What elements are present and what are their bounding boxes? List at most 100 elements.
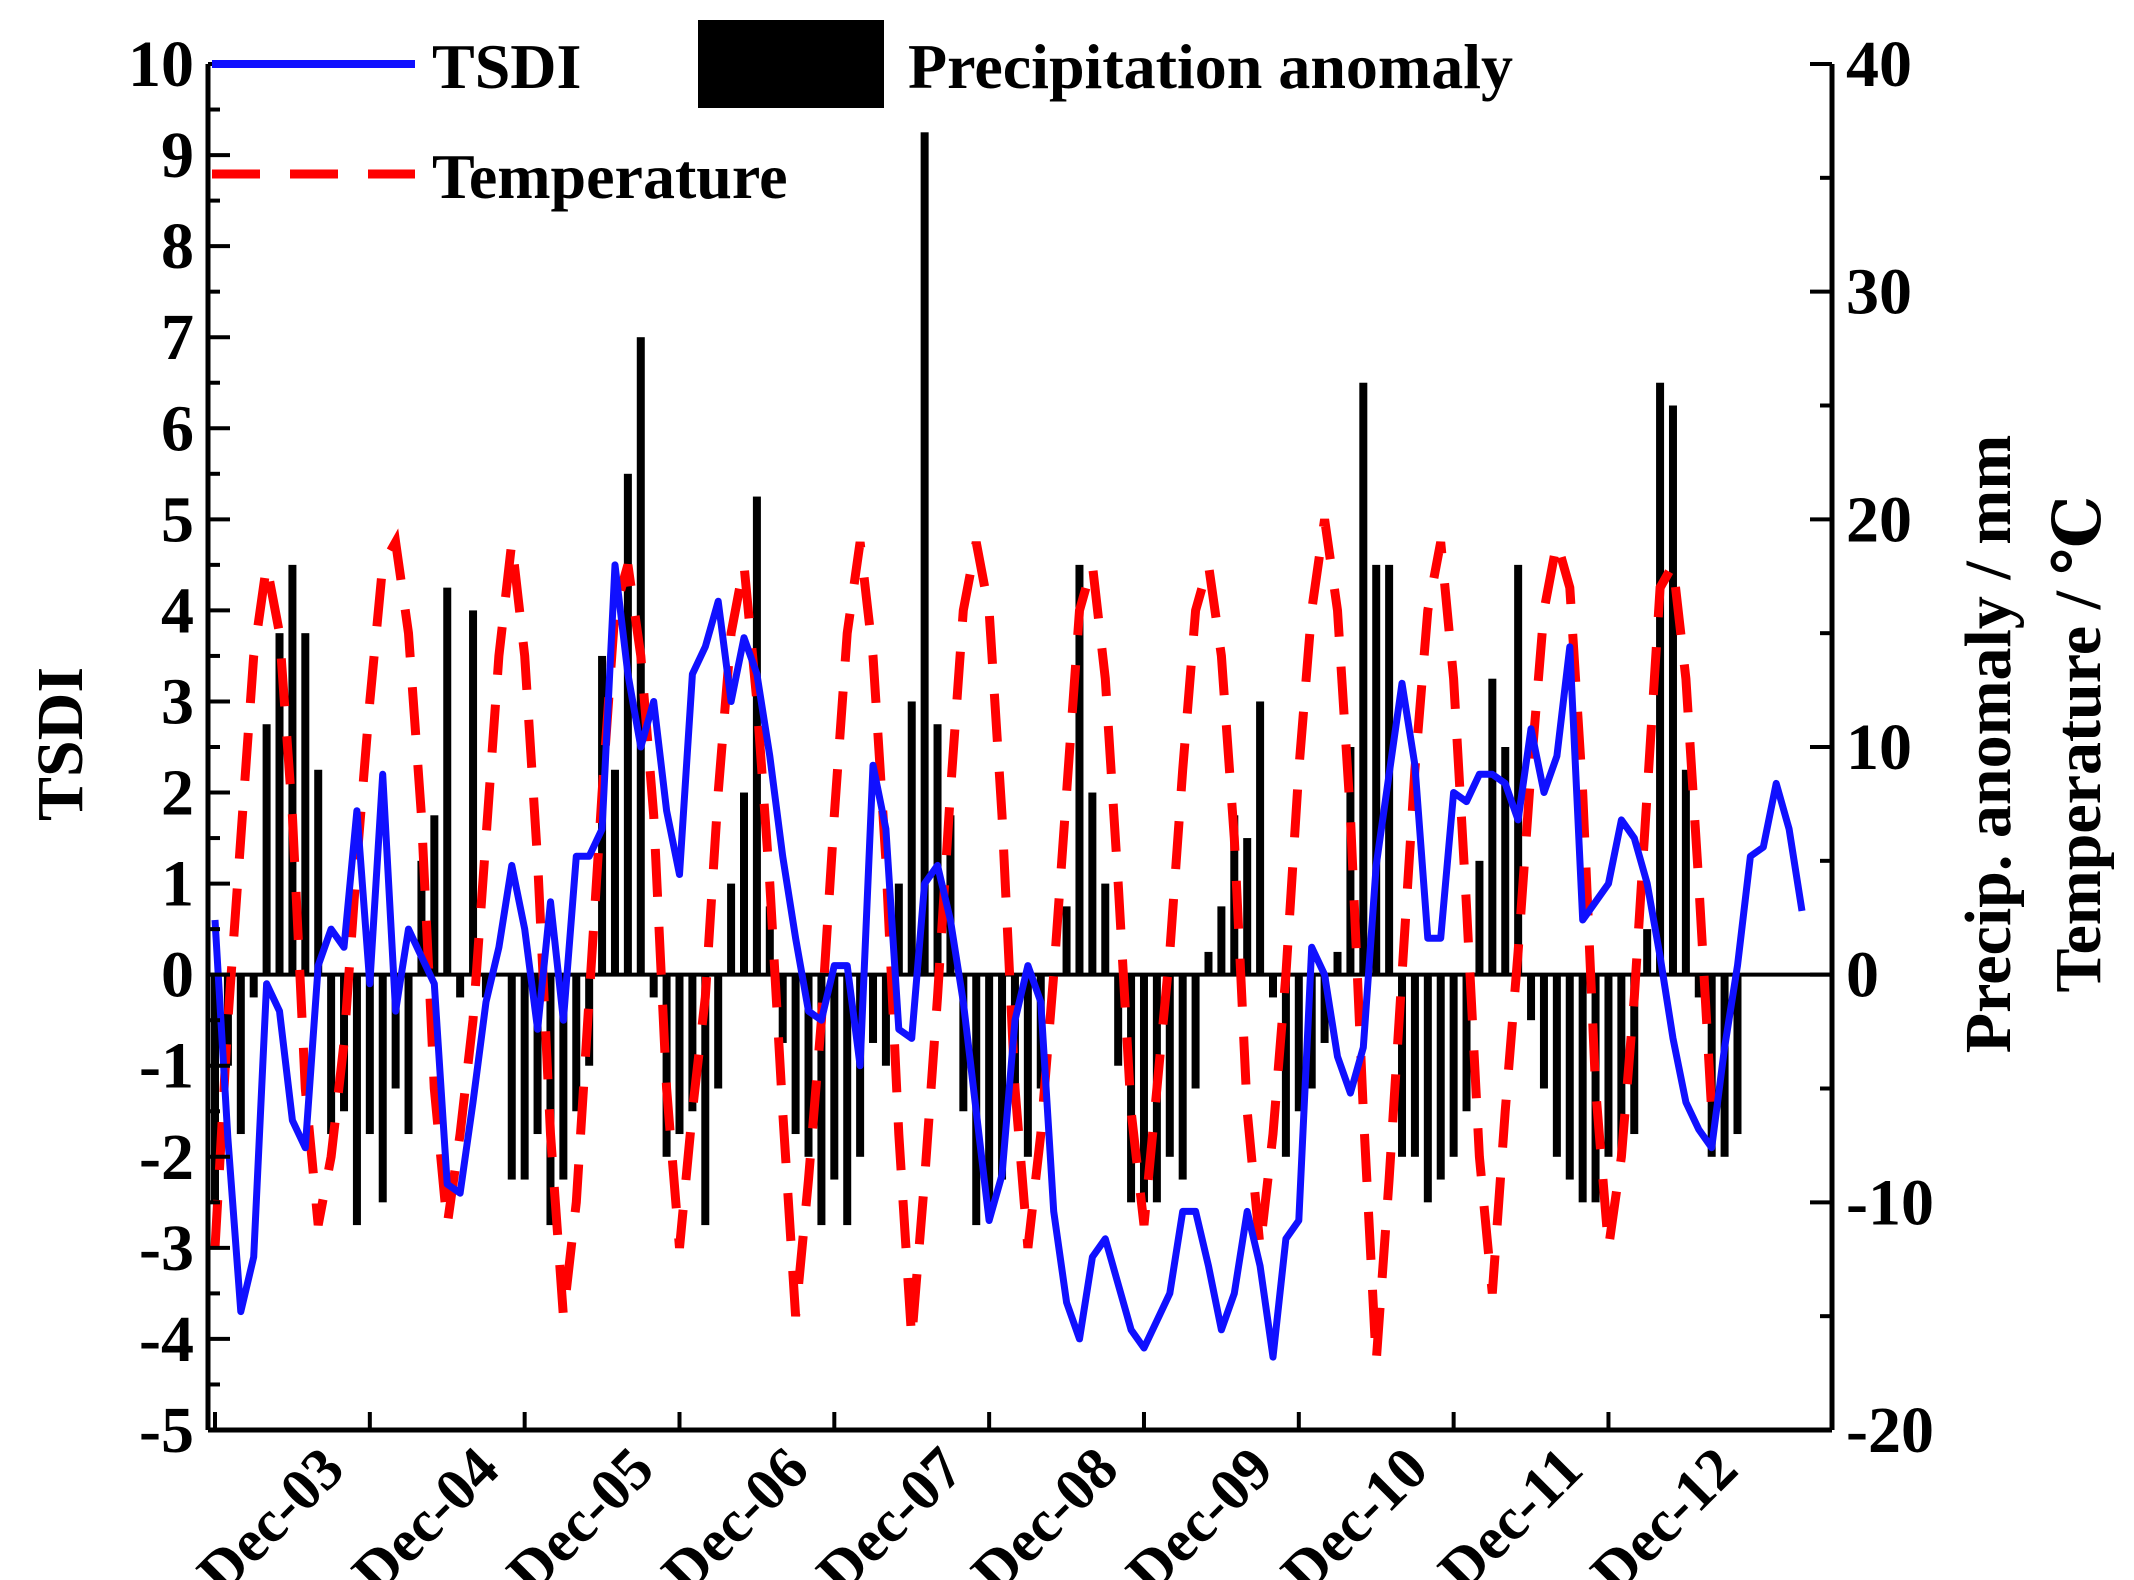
x-tick-label: Dec-06 [649, 1435, 821, 1580]
precip-bar [533, 974, 542, 1135]
precip-bar [1281, 974, 1290, 1157]
precip-bar [727, 883, 736, 975]
precip-bar [430, 815, 439, 975]
precip-bar [469, 610, 478, 975]
precip-bar [249, 974, 258, 998]
precip-bar [1488, 678, 1497, 975]
precip-bar [804, 974, 813, 1157]
precip-bar [791, 974, 800, 1135]
precip-bar [456, 974, 465, 998]
y-axis-left-title: TSDI [24, 667, 97, 821]
precip-bar [1269, 974, 1277, 998]
precip-bar [1565, 974, 1574, 1180]
precip-bar [1101, 883, 1110, 975]
precip-bar [1320, 974, 1329, 1043]
precip-bar [1591, 974, 1600, 1203]
y-left-tick-label: 3 [161, 665, 194, 738]
precip-bar [378, 974, 387, 1203]
legend-tsdi-label: TSDI [432, 31, 581, 102]
plot-frame [205, 64, 1835, 1433]
precip-bar [662, 974, 671, 1157]
y-left-tick-label: 10 [128, 28, 194, 101]
precip-bar [417, 860, 426, 975]
x-tick-label: Dec-07 [804, 1435, 976, 1580]
precip-bar [404, 974, 413, 1135]
y-right-tick-label: 0 [1846, 939, 1879, 1012]
precip-bar [1527, 974, 1536, 1021]
precip-bar [740, 792, 748, 975]
precip-bar [352, 974, 361, 1226]
precip-bar [765, 906, 774, 975]
precip-bar [1630, 974, 1639, 1135]
precip-bar [301, 633, 310, 975]
precip-bar [1088, 792, 1097, 975]
y-right-tick-label: -20 [1846, 1394, 1934, 1467]
precip-bar [340, 974, 349, 1112]
precip-bar [1359, 382, 1368, 975]
precip-bar [1514, 564, 1523, 975]
precip-bar [546, 974, 555, 1226]
precip-bar [1423, 974, 1432, 1203]
y-right-tick-label: 30 [1846, 256, 1912, 329]
precip-bar [211, 974, 219, 1203]
precip-bar [688, 974, 697, 1112]
precip-bar [610, 769, 619, 975]
precip-bar [1681, 769, 1690, 975]
y-left-tick-label: 7 [161, 301, 194, 374]
precip-bar [1114, 974, 1123, 1066]
precip-bar [1204, 951, 1213, 975]
precip-bar [1552, 974, 1561, 1157]
precip-bar [314, 769, 323, 975]
y-axis-right-title-temperature: Temperature / ℃ [2042, 495, 2115, 992]
precip-bar [1604, 974, 1613, 1157]
y-left-tick-label: 2 [161, 757, 194, 830]
precip-bar [843, 974, 852, 1226]
precip-bar [1449, 974, 1458, 1157]
precip-bar [959, 974, 968, 1112]
y-left-tick-label: 9 [161, 119, 194, 192]
y-right-tick-label: 40 [1846, 28, 1912, 101]
precip-bar [1475, 860, 1484, 975]
precip-bar [907, 701, 916, 975]
precip-bar [920, 132, 929, 975]
precip-bar [1333, 951, 1342, 975]
y-left-tick-label: -5 [139, 1394, 194, 1467]
precip-bar [817, 974, 826, 1226]
x-tick-label: Dec-12 [1578, 1435, 1750, 1580]
y-left-tick-label: 5 [161, 483, 194, 556]
y-left-tick-label: -2 [139, 1121, 194, 1194]
y-axis-right-title-precip: Precip. anomaly / mm [1952, 435, 2025, 1053]
precip-bar [1294, 974, 1303, 1112]
x-tick-label: Dec-08 [959, 1435, 1131, 1580]
legend-precip-swatch [698, 20, 884, 108]
precip-bar [236, 974, 245, 1135]
precip-bar [1139, 974, 1148, 1203]
y-right-tick-label: 10 [1846, 711, 1912, 784]
precip-bar [778, 974, 787, 1043]
x-tick-label: Dec-03 [185, 1435, 357, 1580]
precip-bar [714, 974, 723, 1089]
precip-bar [869, 974, 878, 1043]
precip-bar [881, 974, 890, 1066]
precip-bar [1372, 564, 1381, 975]
legend: TSDI Precipitation anomaly Temperature [212, 20, 1513, 212]
precip-bar [1539, 974, 1548, 1089]
precip-bar [481, 974, 490, 998]
precip-bar [623, 473, 632, 975]
x-tick-label: Dec-09 [1114, 1435, 1286, 1580]
precip-bar [1656, 382, 1665, 975]
precip-bar [1023, 974, 1032, 1157]
precip-bar [275, 633, 284, 975]
legend-precip-label: Precipitation anomaly [908, 31, 1513, 102]
precip-bar [1643, 929, 1652, 975]
precip-bar [933, 724, 942, 975]
precip-bar [1217, 906, 1226, 975]
precip-bar [520, 974, 529, 1180]
precip-bar [998, 974, 1007, 1180]
precip-bar [1178, 974, 1187, 1180]
precip-bar [985, 974, 994, 1203]
y-left-tick-label: -3 [139, 1212, 194, 1285]
precip-bar [262, 724, 271, 975]
precip-bar [223, 974, 232, 1066]
